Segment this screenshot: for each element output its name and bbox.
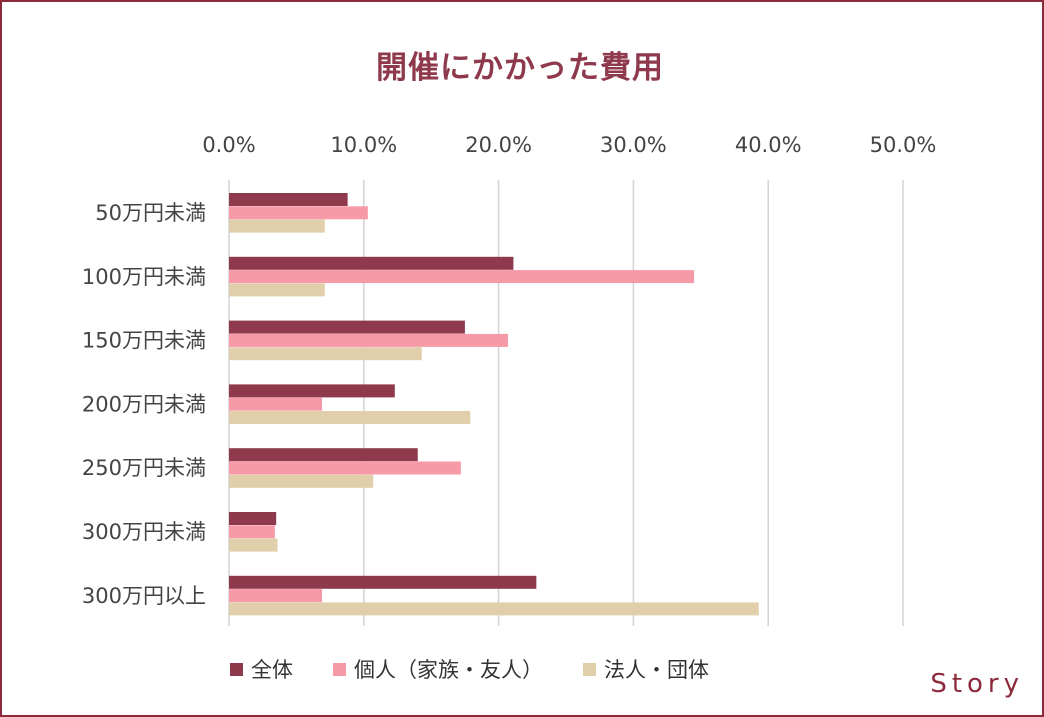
brand-logo: Story [930, 669, 1024, 699]
legend-swatch [230, 662, 243, 676]
bar [229, 283, 325, 297]
chart-legend: 全体 個人（家族・友人） 法人・団体 [230, 654, 749, 684]
legend-item: 個人（家族・友人） [333, 654, 543, 684]
category-label: 300万円以上 [82, 584, 206, 608]
x-tick-label: 0.0% [202, 133, 255, 157]
bar [229, 474, 374, 488]
chart-title: 開催にかかった費用 [376, 50, 664, 86]
x-tick-label: 50.0% [870, 133, 937, 157]
bar [229, 589, 323, 603]
bar [229, 333, 509, 347]
x-tick-label: 10.0% [330, 133, 397, 157]
bar [229, 219, 325, 233]
bar [229, 397, 323, 411]
bar [229, 270, 695, 284]
legend-label: 法人・団体 [604, 658, 709, 682]
bar [229, 256, 514, 270]
bar [229, 384, 395, 398]
bar [229, 538, 278, 552]
category-label: 300万円未満 [82, 520, 206, 544]
legend-label: 個人（家族・友人） [354, 658, 543, 682]
x-tick-label: 20.0% [465, 133, 532, 157]
bar [229, 575, 537, 589]
x-tick-label: 40.0% [735, 133, 802, 157]
legend-item: 法人・団体 [583, 654, 709, 684]
bar [229, 512, 277, 525]
category-label: 200万円未満 [82, 392, 206, 416]
x-tick-label: 30.0% [600, 133, 667, 157]
bar [229, 347, 422, 361]
bar [229, 525, 275, 539]
bar [229, 602, 759, 616]
legend-swatch [333, 662, 346, 676]
bar [229, 411, 471, 424]
category-label: 250万円未満 [82, 456, 206, 480]
category-label: 50万円未満 [95, 201, 206, 225]
category-label: 100万円未満 [82, 265, 206, 289]
bar [229, 448, 418, 462]
category-label: 150万円未満 [82, 329, 206, 353]
bar [229, 193, 348, 206]
legend-item: 全体 [230, 654, 293, 684]
bar [229, 320, 465, 334]
bar [229, 461, 461, 475]
legend-swatch [583, 662, 596, 676]
legend-label: 全体 [251, 658, 293, 682]
bar [229, 206, 368, 220]
